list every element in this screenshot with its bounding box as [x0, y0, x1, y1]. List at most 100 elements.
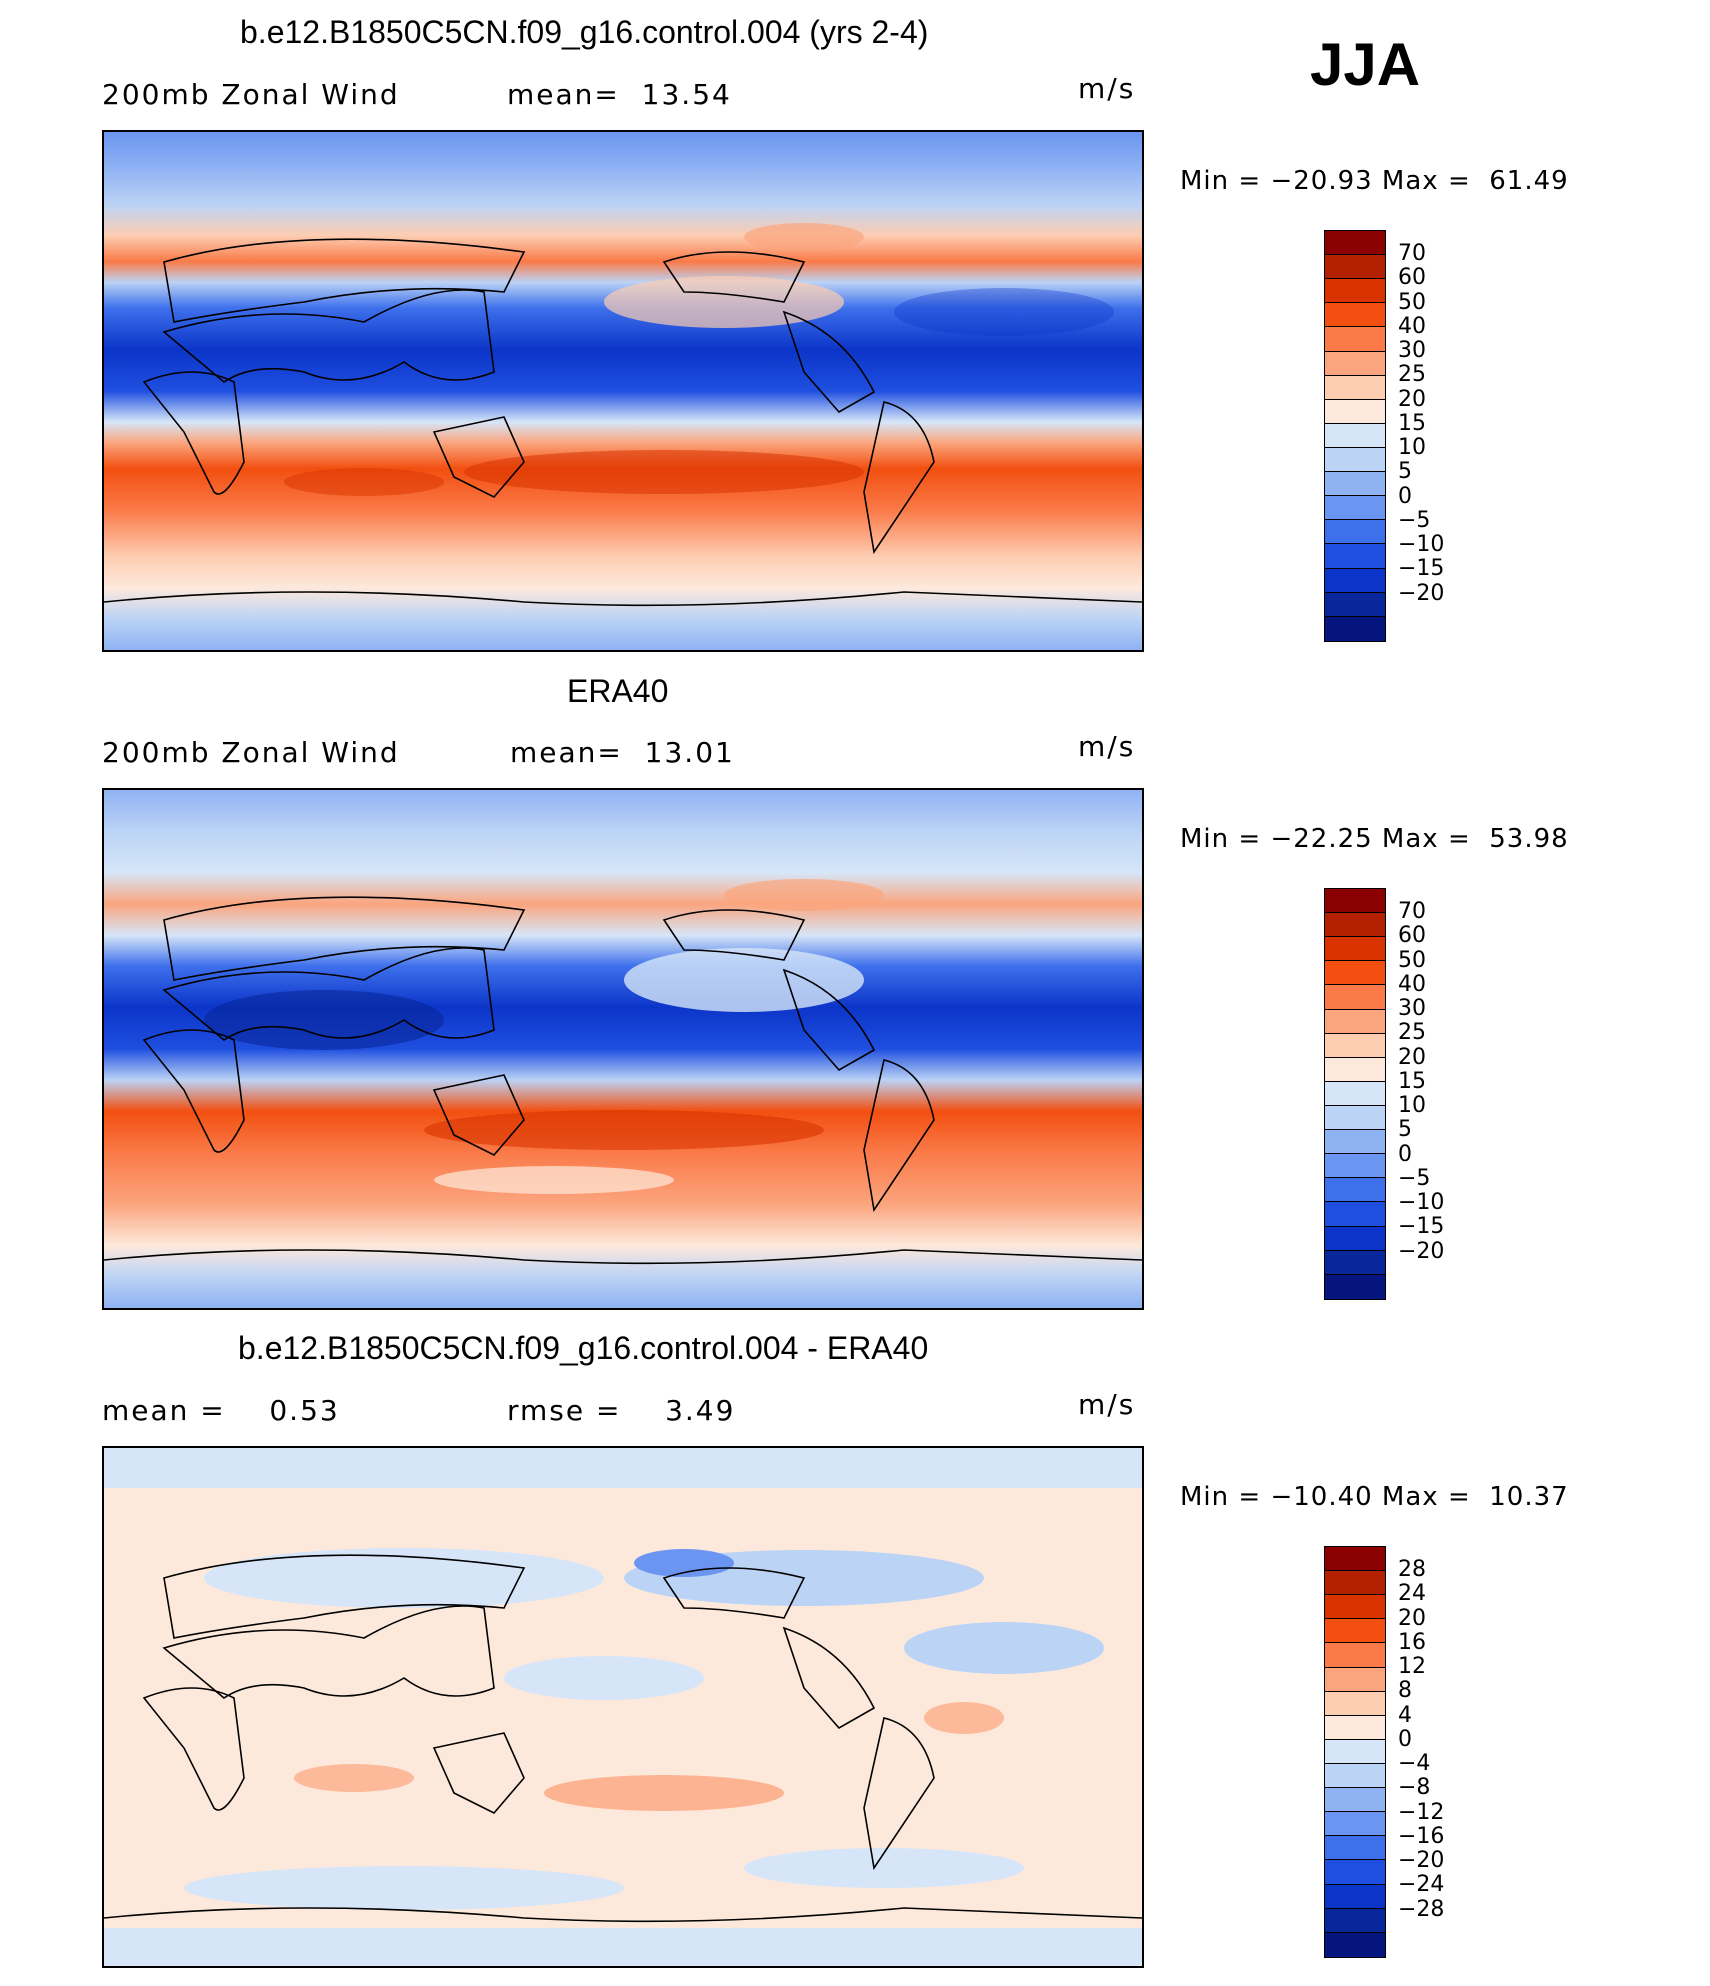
colorbar-tick-label: 0 [1398, 1141, 1412, 1167]
colorbar-swatch [1325, 1619, 1385, 1644]
colorbar-tick-label: 28 [1398, 1557, 1426, 1583]
colorbar-swatch [1325, 1595, 1385, 1620]
colorbar-tick-label: 15 [1398, 1068, 1426, 1094]
map-diff [102, 1446, 1144, 1968]
colorbar-labels-obs: 70 60 50 40 30 25 20 15 10 5 0 −5 −10 −15 −20 [1398, 888, 1478, 1300]
panel-minmax-diff: Min = −10.40 Max = 10.37 [1180, 1482, 1569, 1512]
colorbar-swatch [1325, 1226, 1385, 1251]
colorbar-swatch [1325, 1250, 1385, 1275]
colorbar-tick-label: 10 [1398, 1093, 1426, 1119]
colorbar-tick-label: −20 [1398, 580, 1445, 606]
colorbar-swatch [1325, 231, 1385, 256]
colorbar-tick-label: −16 [1398, 1823, 1445, 1849]
colorbar-tick-label: 12 [1398, 1654, 1426, 1680]
colorbar-swatch [1325, 1057, 1385, 1082]
colorbar-swatch [1325, 1715, 1385, 1740]
colorbar-swatch [1325, 1788, 1385, 1813]
colorbar-swatch [1325, 279, 1385, 304]
colorbar-swatch [1325, 399, 1385, 424]
panel-rmse-diff: rmse = 3.49 [507, 1394, 736, 1427]
colorbar-swatch [1325, 496, 1385, 521]
colorbar-tick-label: 40 [1398, 971, 1426, 997]
panel-minmax-model: Min = −20.93 Max = 61.49 [1180, 166, 1569, 196]
colorbar-swatch [1325, 985, 1385, 1010]
colorbar-swatch [1325, 961, 1385, 986]
colorbar-tick-label: −24 [1398, 1872, 1445, 1898]
colorbar-tick-label: 10 [1398, 435, 1426, 461]
colorbar-swatch [1325, 1667, 1385, 1692]
panel-variable-obs: 200mb Zonal Wind [102, 736, 400, 769]
colorbar-swatch [1325, 1274, 1385, 1299]
colorbar-tick-label: 0 [1398, 483, 1412, 509]
colorbar-tick-label: 40 [1398, 313, 1426, 339]
colorbar-swatch [1325, 351, 1385, 376]
panel-variable-model: 200mb Zonal Wind [102, 78, 400, 111]
colorbar-tick-label: 25 [1398, 362, 1426, 388]
colorbar-tick-label: 15 [1398, 410, 1426, 436]
colorbar-swatch [1325, 568, 1385, 593]
panel-units-model: m/s [1078, 72, 1136, 105]
colorbar-swatch [1325, 1763, 1385, 1789]
colorbar-swatch [1325, 544, 1385, 569]
colorbar-swatch [1325, 1884, 1385, 1909]
colorbar-tick-label: 70 [1398, 899, 1426, 925]
colorbar-swatch [1325, 303, 1385, 328]
map-obs [102, 788, 1144, 1310]
colorbar-tick-label: −15 [1398, 556, 1445, 582]
colorbar-tick-label: 70 [1398, 241, 1426, 267]
colorbar-tick-label: 60 [1398, 265, 1426, 291]
panel-units-obs: m/s [1078, 730, 1136, 763]
colorbar-tick-label: −5 [1398, 507, 1431, 533]
colorbar-swatch [1325, 1908, 1385, 1933]
colorbar-labels-model: 70 60 50 40 30 25 20 15 10 5 0 −5 −10 −15 −20 [1398, 230, 1478, 642]
colorbar-tick-label: −5 [1398, 1165, 1431, 1191]
season-label: JJA [1310, 31, 1421, 98]
colorbar-tick-label: 8 [1398, 1678, 1412, 1704]
map-model [102, 130, 1144, 652]
colorbar-swatch [1325, 1154, 1385, 1179]
colorbar-swatch [1325, 1105, 1385, 1131]
colorbar-swatch [1325, 1691, 1385, 1716]
colorbar-swatch [1325, 1932, 1385, 1957]
colorbar-tick-label: 24 [1398, 1581, 1426, 1607]
colorbar-tick-label: 0 [1398, 1726, 1412, 1752]
colorbar-tick-label: 20 [1398, 386, 1426, 412]
colorbar-tick-label: −4 [1398, 1751, 1431, 1777]
panel-title-obs: ERA40 [567, 673, 669, 709]
colorbar-obs [1324, 888, 1386, 1300]
colorbar-tick-label: −10 [1398, 1190, 1445, 1216]
colorbar-swatch [1325, 592, 1385, 617]
colorbar-swatch [1325, 616, 1385, 641]
colorbar-tick-label: 30 [1398, 338, 1426, 364]
colorbar-swatch [1325, 520, 1385, 545]
colorbar-swatch [1325, 1571, 1385, 1596]
colorbar-tick-label: 30 [1398, 996, 1426, 1022]
panel-mean-diff: mean = 0.53 [102, 1394, 340, 1427]
panel-title-diff: b.e12.B1850C5CN.f09_g16.control.004 - ER… [238, 1330, 929, 1366]
panel-minmax-obs: Min = −22.25 Max = 53.98 [1180, 824, 1569, 854]
colorbar-tick-label: 16 [1398, 1629, 1426, 1655]
colorbar-swatch [1325, 327, 1385, 352]
colorbar-tick-label: 20 [1398, 1044, 1426, 1070]
colorbar-swatch [1325, 937, 1385, 962]
colorbar-tick-label: 50 [1398, 947, 1426, 973]
colorbar-swatch [1325, 1202, 1385, 1227]
colorbar-swatch [1325, 1178, 1385, 1203]
colorbar-swatch [1325, 1860, 1385, 1885]
colorbar-tick-label: 60 [1398, 923, 1426, 949]
colorbar-swatch [1325, 1643, 1385, 1668]
colorbar-swatch [1325, 1130, 1385, 1155]
colorbar-swatch [1325, 889, 1385, 914]
colorbar-tick-label: 25 [1398, 1020, 1426, 1046]
colorbar-swatch [1325, 1009, 1385, 1034]
colorbar-tick-label: −8 [1398, 1775, 1431, 1801]
colorbar-tick-label: −20 [1398, 1238, 1445, 1264]
panel-title-model: b.e12.B1850C5CN.f09_g16.control.004 (yrs… [240, 14, 929, 50]
colorbar-tick-label: −15 [1398, 1214, 1445, 1240]
colorbar-tick-label: 5 [1398, 459, 1412, 485]
colorbar-swatch [1325, 255, 1385, 280]
colorbar-tick-label: 5 [1398, 1117, 1412, 1143]
colorbar-swatch [1325, 913, 1385, 938]
colorbar-swatch [1325, 1836, 1385, 1861]
colorbar-tick-label: 20 [1398, 1605, 1426, 1631]
